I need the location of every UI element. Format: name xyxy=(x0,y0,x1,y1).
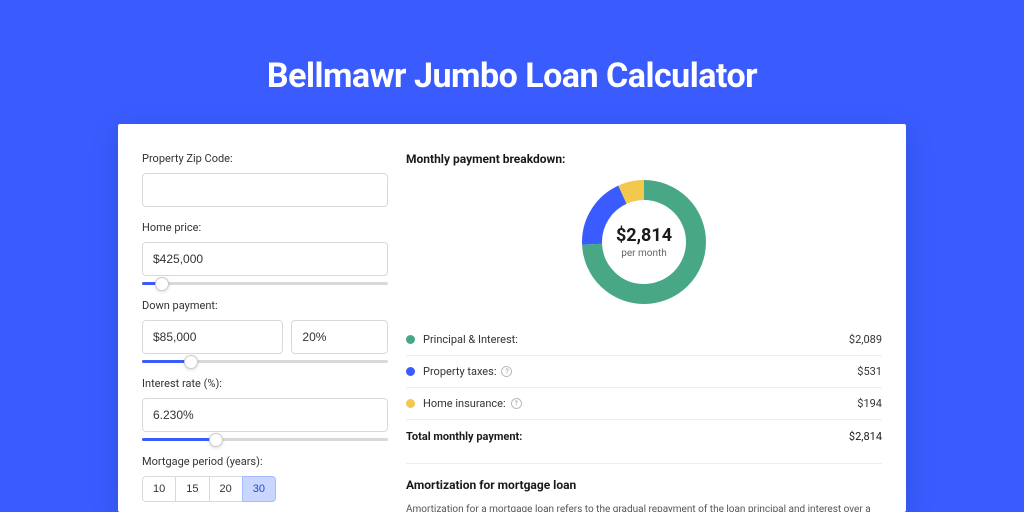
info-icon[interactable]: ? xyxy=(501,366,512,377)
home-price-field: Home price: xyxy=(142,221,388,285)
down-payment-pct-input[interactable] xyxy=(291,320,388,354)
mortgage-period-buttons: 10152030 xyxy=(142,476,388,502)
info-icon[interactable]: ? xyxy=(511,398,522,409)
home-price-input[interactable] xyxy=(142,242,388,276)
home-price-slider[interactable] xyxy=(142,282,388,285)
mortgage-period-label: Mortgage period (years): xyxy=(142,455,388,468)
legend-value: $194 xyxy=(857,397,882,410)
page-title: Bellmawr Jumbo Loan Calculator xyxy=(267,56,757,96)
mortgage-period-field: Mortgage period (years): 10152030 xyxy=(142,455,388,502)
legend-row: Home insurance:?$194 xyxy=(406,388,882,420)
period-btn-20[interactable]: 20 xyxy=(209,476,243,502)
legend-value: $2,089 xyxy=(849,333,882,346)
interest-rate-label: Interest rate (%): xyxy=(142,377,388,390)
down-payment-field: Down payment: xyxy=(142,299,388,363)
calculator-card: Property Zip Code: Home price: Down paym… xyxy=(118,124,906,512)
interest-rate-field: Interest rate (%): xyxy=(142,377,388,441)
zip-label: Property Zip Code: xyxy=(142,152,388,165)
amortization-text: Amortization for a mortgage loan refers … xyxy=(406,502,882,512)
legend-label: Principal & Interest: xyxy=(423,333,849,346)
interest-rate-input[interactable] xyxy=(142,398,388,432)
legend-dot xyxy=(406,335,415,344)
legend-label: Home insurance:? xyxy=(423,397,857,410)
donut-amount: $2,814 xyxy=(616,225,672,246)
legend-dot xyxy=(406,367,415,376)
down-payment-input[interactable] xyxy=(142,320,283,354)
legend: Principal & Interest:$2,089Property taxe… xyxy=(406,324,882,420)
period-btn-15[interactable]: 15 xyxy=(175,476,209,502)
legend-value: $531 xyxy=(857,365,882,378)
total-label: Total monthly payment: xyxy=(406,430,849,443)
period-btn-30[interactable]: 30 xyxy=(242,476,276,502)
zip-input[interactable] xyxy=(142,173,388,207)
period-btn-10[interactable]: 10 xyxy=(142,476,176,502)
total-value: $2,814 xyxy=(849,430,882,443)
amortization-title: Amortization for mortgage loan xyxy=(406,478,882,492)
interest-rate-slider[interactable] xyxy=(142,438,388,441)
breakdown-title: Monthly payment breakdown: xyxy=(406,152,882,166)
down-payment-slider[interactable] xyxy=(142,360,388,363)
down-payment-label: Down payment: xyxy=(142,299,388,312)
total-row: Total monthly payment: $2,814 xyxy=(406,420,882,457)
legend-row: Principal & Interest:$2,089 xyxy=(406,324,882,356)
home-price-label: Home price: xyxy=(142,221,388,234)
donut-center: $2,814 per month xyxy=(616,225,672,259)
legend-row: Property taxes:?$531 xyxy=(406,356,882,388)
amortization-section: Amortization for mortgage loan Amortizat… xyxy=(406,463,882,512)
legend-label: Property taxes:? xyxy=(423,365,857,378)
donut-chart-wrap: $2,814 per month xyxy=(406,178,882,306)
donut-chart: $2,814 per month xyxy=(580,178,708,306)
form-panel: Property Zip Code: Home price: Down paym… xyxy=(142,152,388,512)
legend-dot xyxy=(406,399,415,408)
zip-field: Property Zip Code: xyxy=(142,152,388,207)
donut-sub: per month xyxy=(616,248,672,259)
breakdown-panel: Monthly payment breakdown: $2,814 per mo… xyxy=(406,152,882,512)
